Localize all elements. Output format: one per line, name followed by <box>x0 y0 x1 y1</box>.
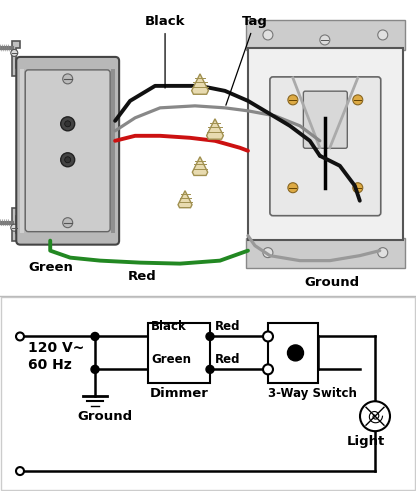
FancyBboxPatch shape <box>16 57 119 245</box>
Circle shape <box>61 117 75 131</box>
FancyBboxPatch shape <box>25 70 110 232</box>
Text: 3-Way Switch: 3-Way Switch <box>268 387 357 400</box>
Polygon shape <box>12 208 20 241</box>
Bar <box>268 324 318 383</box>
Polygon shape <box>192 157 208 175</box>
Circle shape <box>11 224 18 231</box>
Circle shape <box>353 183 363 193</box>
Circle shape <box>263 364 273 374</box>
Text: Ground: Ground <box>77 410 132 423</box>
Circle shape <box>263 30 273 40</box>
Bar <box>20 69 24 233</box>
Polygon shape <box>192 74 208 94</box>
Circle shape <box>378 30 388 40</box>
Circle shape <box>16 467 24 475</box>
Circle shape <box>320 35 330 45</box>
Polygon shape <box>178 191 192 208</box>
Text: Light: Light <box>347 435 385 448</box>
Bar <box>246 20 405 50</box>
Circle shape <box>16 332 24 340</box>
Circle shape <box>263 247 273 258</box>
FancyBboxPatch shape <box>303 91 347 148</box>
Bar <box>111 69 115 233</box>
Text: 120 V~
60 Hz: 120 V~ 60 Hz <box>28 341 84 372</box>
Text: Red: Red <box>215 354 240 366</box>
Circle shape <box>65 157 71 163</box>
Circle shape <box>65 121 71 127</box>
Text: Green: Green <box>151 354 191 366</box>
Bar <box>248 48 403 240</box>
Text: Red: Red <box>128 270 157 283</box>
Circle shape <box>206 332 214 340</box>
Circle shape <box>288 183 298 193</box>
Circle shape <box>353 95 363 105</box>
Circle shape <box>63 218 73 228</box>
Circle shape <box>91 365 99 373</box>
Circle shape <box>378 247 388 258</box>
Circle shape <box>63 74 73 84</box>
Text: Dimmer: Dimmer <box>150 387 208 400</box>
Circle shape <box>288 95 298 105</box>
Text: Red: Red <box>215 321 240 333</box>
Text: Black: Black <box>145 15 185 88</box>
Text: Tag: Tag <box>226 15 268 105</box>
Bar <box>148 324 210 383</box>
Circle shape <box>263 331 273 341</box>
Polygon shape <box>207 119 223 139</box>
Text: Black: Black <box>151 321 187 333</box>
Circle shape <box>11 50 18 56</box>
Circle shape <box>206 365 214 373</box>
Circle shape <box>360 401 390 431</box>
Polygon shape <box>12 41 20 76</box>
Circle shape <box>61 153 75 167</box>
Circle shape <box>287 345 304 361</box>
FancyBboxPatch shape <box>270 77 381 216</box>
Circle shape <box>91 332 99 340</box>
Text: Green: Green <box>28 261 73 273</box>
Bar <box>246 238 405 268</box>
Text: Ground: Ground <box>305 275 360 289</box>
